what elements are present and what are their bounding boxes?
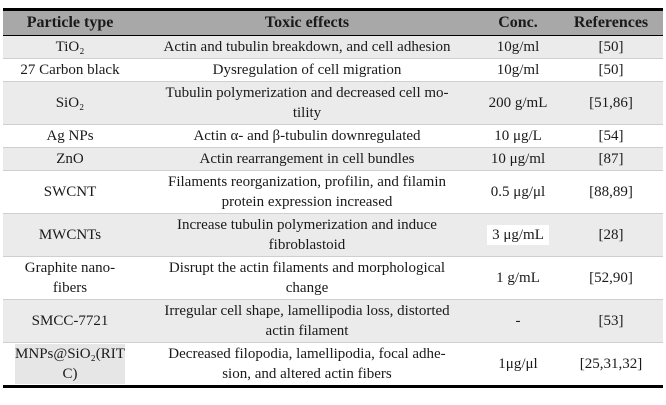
particle-cell: SiO₂ <box>55 95 85 111</box>
conc-cell: 10g/ml <box>496 62 540 78</box>
conc-cell: 10g/ml <box>496 39 540 55</box>
toxic-effects-cell: Irregular cell shape, lamellipodia loss,… <box>164 303 450 339</box>
table-row: TiO₂ Actin and tubulin breakdown, and cel… <box>3 36 663 58</box>
toxic-effects-cell: Tubulin polymerization and decreased cel… <box>165 85 449 121</box>
particle-cell: MNPs@SiO₂(RIT C) <box>15 344 125 384</box>
particle-cell: ZnO <box>56 151 84 167</box>
table-header-row: Particle type Toxic effects Conc. Refere… <box>3 11 663 36</box>
table-row: SMCC-7721 Irregular cell shape, lamellipo… <box>3 299 663 342</box>
conc-cell: 200 g/mL <box>488 95 548 111</box>
toxic-effects-cell: Actin rearrangement in cell bundles <box>199 151 415 167</box>
table-row: SWCNT Filaments reorganization, profilin,… <box>3 170 663 213</box>
toxic-effects-cell: Increase tubulin polymerization and indu… <box>177 217 437 253</box>
table-body: TiO₂ Actin and tubulin breakdown, and cel… <box>3 36 663 385</box>
particle-cell: 27 Carbon black <box>20 62 120 78</box>
references-cell: [25,31,32] <box>579 356 643 372</box>
table-row: Graphite nano- fibers Disrupt the actin f… <box>3 256 663 299</box>
conc-cell: 10 μg/ml <box>490 151 546 167</box>
conc-cell: 0.5 μg/μl <box>490 184 546 200</box>
column-header-particle-type: Particle type <box>26 14 114 31</box>
table-row: 27 Carbon black Dysregulation of cell mig… <box>3 58 663 81</box>
particle-cell: SWCNT <box>43 184 97 200</box>
column-header-toxic-effects: Toxic effects <box>264 14 350 31</box>
toxic-effects-cell: Decreased filopodia, lamellipodia, focal… <box>168 346 446 382</box>
references-cell: [54] <box>598 128 624 144</box>
references-cell: [87] <box>598 151 624 167</box>
references-cell: [51,86] <box>589 95 633 111</box>
table-row: MNPs@SiO₂(RIT C) Decreased filopodia, lam… <box>3 342 663 385</box>
particle-cell: SMCC-7721 <box>31 313 109 329</box>
column-header-references: References <box>573 14 649 31</box>
nanoparticle-toxicity-table: Particle type Toxic effects Conc. Refere… <box>3 8 663 388</box>
references-cell: [28] <box>598 227 624 243</box>
references-cell: [50] <box>598 39 624 55</box>
toxic-effects-cell: Actin and tubulin breakdown, and cell ad… <box>163 39 451 55</box>
references-cell: [52,90] <box>589 270 633 286</box>
particle-cell: MWCNTs <box>38 227 102 243</box>
particle-cell: Graphite nano- fibers <box>24 260 116 296</box>
particle-cell: Ag NPs <box>46 128 94 144</box>
table-row: ZnO Actin rearrangement in cell bundles 10… <box>3 147 663 170</box>
toxic-effects-cell: Dysregulation of cell migration <box>212 62 402 78</box>
references-cell: [50] <box>598 62 624 78</box>
table-row: MWCNTs Increase tubulin polymerization an… <box>3 213 663 256</box>
table-row: Ag NPs Actin α- and β-tubulin downregulat… <box>3 124 663 147</box>
toxic-effects-cell: Filaments reorganization, profilin, and … <box>168 174 446 210</box>
conc-cell: 3 μg/mL <box>477 225 559 245</box>
table-row: SiO₂ Tubulin polymerization and decreased… <box>3 81 663 124</box>
references-cell: [88,89] <box>589 184 633 200</box>
references-cell: [53] <box>598 313 624 329</box>
column-header-conc: Conc. <box>498 14 538 31</box>
conc-cell: 1 g/mL <box>496 270 540 286</box>
particle-cell: TiO₂ <box>55 39 85 55</box>
conc-cell: 10 μg/L <box>494 128 542 144</box>
toxic-effects-cell: Actin α- and β-tubulin downregulated <box>193 128 421 144</box>
toxic-effects-cell: Disrupt the actin filaments and morpholo… <box>168 260 446 296</box>
conc-cell: 1μg/μl <box>498 356 538 372</box>
conc-cell: - <box>515 313 521 329</box>
